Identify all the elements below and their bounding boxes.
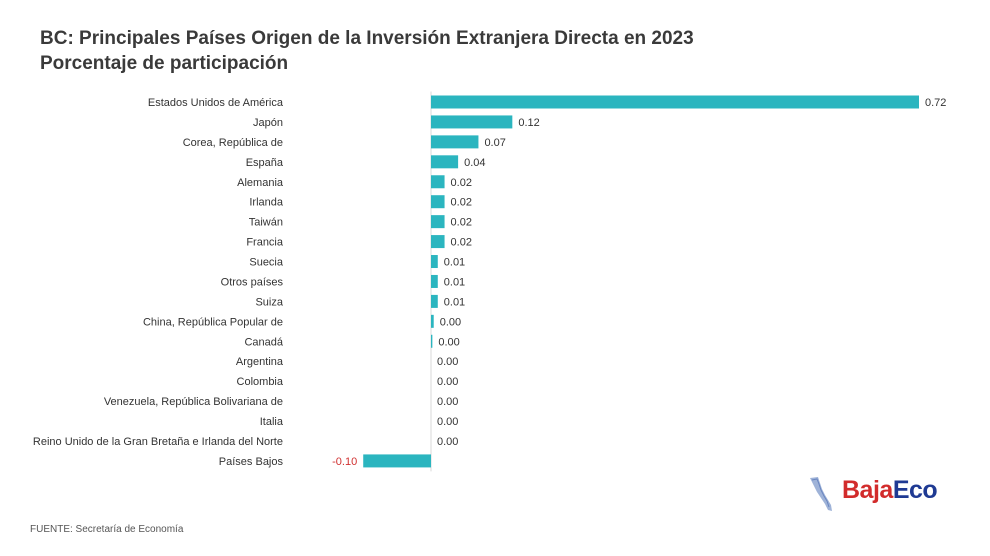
bar <box>363 454 431 468</box>
logo-text-eco: Eco <box>892 476 938 504</box>
bar <box>431 155 459 169</box>
category-label: Suiza <box>255 296 283 308</box>
data-label: 0.00 <box>437 376 458 388</box>
category-label: Alemania <box>237 177 284 189</box>
category-label: China, República Popular de <box>143 316 283 328</box>
category-labels: Estados Unidos de América Japón Corea, Rep… <box>33 97 284 468</box>
category-label: Venezuela, República Bolivariana de <box>104 396 283 408</box>
bar <box>431 235 445 249</box>
data-label: 0.00 <box>437 436 458 448</box>
data-label: 0.02 <box>451 197 472 209</box>
category-label: Canadá <box>244 336 283 348</box>
bar <box>431 274 438 288</box>
data-label: 0.72 <box>925 97 946 109</box>
data-label: 0.12 <box>518 117 539 129</box>
category-label: Taiwán <box>249 217 283 229</box>
logo-wordmark: BajaEco <box>842 476 938 505</box>
chart-subtitle: Porcentaje de participación <box>40 53 289 74</box>
bar <box>431 115 513 129</box>
source-note: FUENTE: Secretaría de Economía <box>30 524 184 535</box>
data-label: 0.00 <box>437 416 458 428</box>
bar <box>431 334 433 348</box>
bajaeco-logo: BajaEco <box>806 474 946 514</box>
category-label: Estados Unidos de América <box>148 97 284 109</box>
bar <box>431 314 434 328</box>
category-label: Corea, República de <box>183 137 283 149</box>
data-label: 0.00 <box>438 336 459 348</box>
category-label: Colombia <box>237 376 284 388</box>
data-label: 0.00 <box>440 316 461 328</box>
data-label: 0.00 <box>437 396 458 408</box>
bar <box>431 135 479 149</box>
bar <box>431 255 438 269</box>
data-label: 0.01 <box>444 257 465 269</box>
category-label: Reino Unido de la Gran Bretaña e Irlanda… <box>33 436 283 448</box>
data-label: 0.04 <box>464 157 485 169</box>
category-label: España <box>246 157 284 169</box>
category-label: Países Bajos <box>219 456 284 468</box>
data-label: 0.01 <box>444 276 465 288</box>
data-label: 0.01 <box>444 296 465 308</box>
category-label: Otros países <box>221 276 284 288</box>
bar <box>431 95 919 109</box>
bar <box>431 215 445 229</box>
category-label: Irlanda <box>249 197 284 209</box>
data-label: 0.07 <box>484 137 505 149</box>
category-label: Japón <box>253 117 283 129</box>
category-label: Suecia <box>249 257 284 269</box>
data-label: 0.00 <box>437 356 458 368</box>
logo-text-baja: Baja <box>842 476 893 504</box>
category-label: Francia <box>246 237 284 249</box>
chart-title: BC: Principales Países Origen de la Inve… <box>40 28 694 49</box>
category-label: Italia <box>260 416 284 428</box>
data-label: -0.10 <box>332 456 357 468</box>
data-label: 0.02 <box>451 217 472 229</box>
bar <box>431 175 445 189</box>
data-label: 0.02 <box>451 237 472 249</box>
bar <box>431 294 438 308</box>
category-label: Argentina <box>236 356 284 368</box>
baja-california-map-icon <box>810 477 832 511</box>
data-label: 0.02 <box>451 177 472 189</box>
value-labels: 0.72 0.12 0.07 0.04 0.02 0.02 0.02 0.02 0.01 0.01… <box>332 97 946 468</box>
bar <box>431 195 445 209</box>
bars-group <box>363 95 919 468</box>
